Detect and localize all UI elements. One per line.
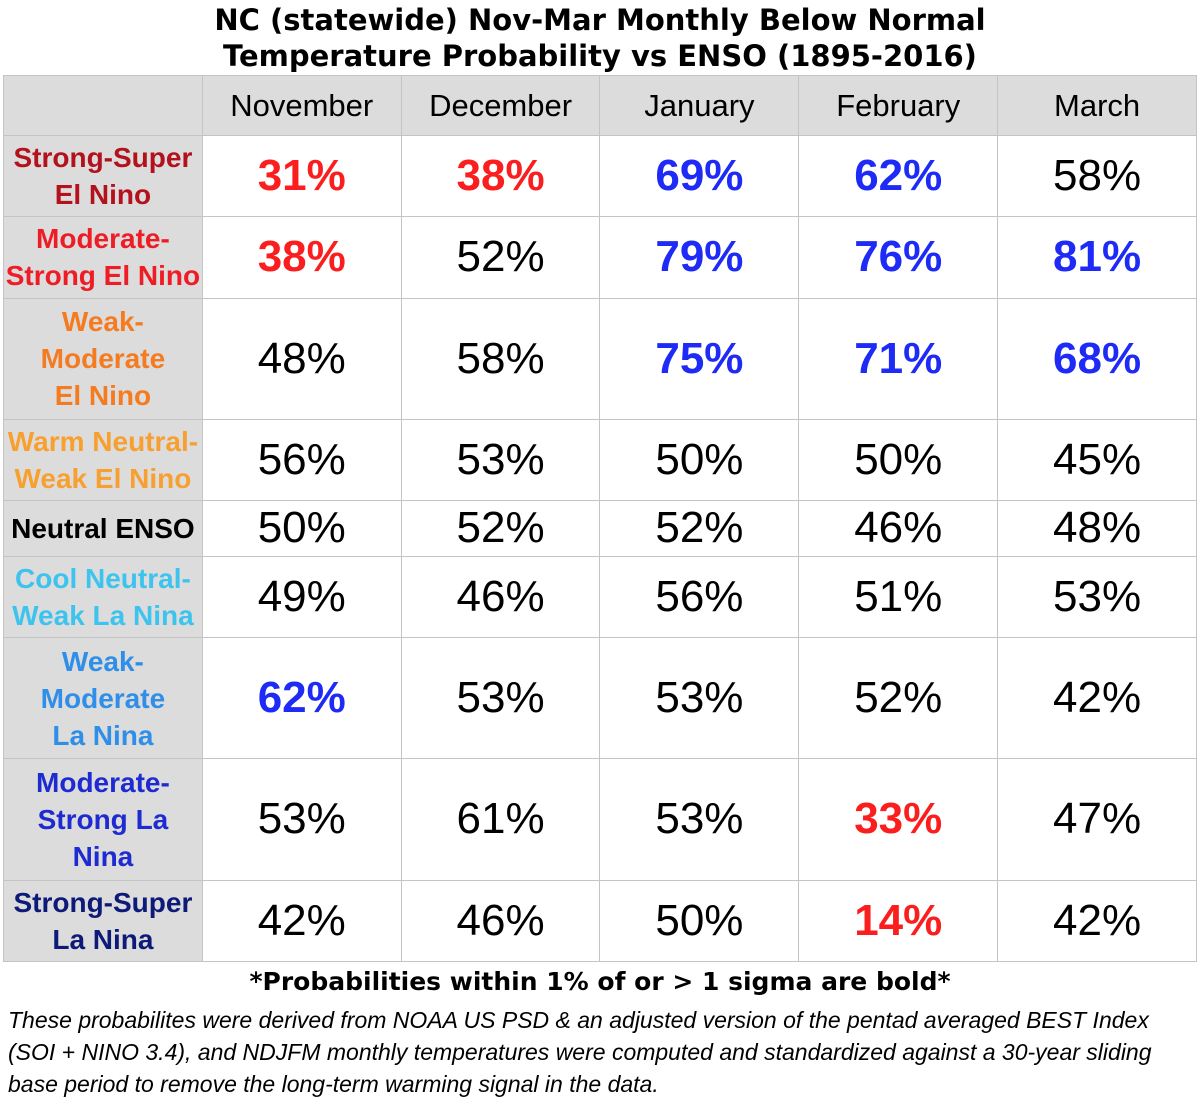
table-row: Strong-Super La Nina 42% 46% 50% 14% 42%: [3, 879, 1197, 963]
probability-table: November December January February March…: [3, 75, 1197, 963]
row-label-line: El Nino: [54, 179, 152, 211]
row-label: Cool Neutral- Weak La Nina: [3, 555, 203, 638]
table-row: Neutral ENSO 50% 52% 52% 46% 48%: [3, 500, 1197, 557]
value-cell-january: 52%: [599, 500, 800, 557]
value-cell-march: 48%: [997, 500, 1197, 557]
chart-title: NC (statewide) Nov-Mar Monthly Below Nor…: [0, 2, 1200, 74]
column-header-january: January: [599, 75, 800, 136]
method-notes: These probabilites were derived from NOA…: [8, 1007, 1152, 1097]
value-cell-january: 79%: [599, 216, 800, 299]
value-cell-january: 53%: [599, 758, 800, 881]
value-cell-november: 62%: [201, 636, 402, 760]
chart-title-line-2: Temperature Probability vs ENSO (1895-20…: [223, 39, 977, 73]
value-cell-february: 52%: [798, 636, 999, 760]
row-label-line: El Nino: [54, 380, 152, 412]
column-header-march: March: [997, 75, 1197, 136]
column-header-february: February: [798, 75, 999, 136]
value-cell-december: 52%: [400, 216, 601, 299]
value-cell-november: 53%: [201, 758, 402, 881]
value-cell-march: 58%: [997, 134, 1197, 218]
value-cell-november: 48%: [201, 297, 402, 421]
value-cell-january: 69%: [599, 134, 800, 218]
row-label: Moderate- Strong El Nino: [3, 216, 203, 299]
value-cell-december: 53%: [400, 636, 601, 760]
row-label: Strong-Super El Nino: [3, 134, 203, 218]
value-cell-march: 81%: [997, 216, 1197, 299]
row-label-line: Warm Neutral-: [7, 426, 199, 458]
value-cell-november: 50%: [201, 500, 402, 557]
value-cell-january: 53%: [599, 636, 800, 760]
table-body: Strong-Super El Nino 31% 38% 69% 62% 58% Modera…: [3, 134, 1197, 963]
row-label-line: Moderate-: [36, 766, 170, 798]
table-row: Warm Neutral- Weak El Nino 56% 53% 50% 50% 45%: [3, 418, 1197, 502]
row-label-line: Weak El Nino: [14, 463, 192, 495]
value-cell-february: 33%: [798, 758, 999, 881]
value-cell-february: 62%: [798, 134, 999, 218]
row-label-line: Strong El Nino: [5, 260, 201, 292]
value-cell-february: 14%: [798, 879, 999, 963]
value-cell-november: 31%: [201, 134, 402, 218]
row-label: Warm Neutral- Weak El Nino: [3, 418, 203, 502]
value-cell-march: 53%: [997, 555, 1197, 638]
header-row: November December January February March: [3, 75, 1197, 136]
corner-cell: [3, 75, 203, 136]
row-label-line: Weak-Moderate: [40, 645, 166, 714]
value-cell-january: 75%: [599, 297, 800, 421]
table-row: Weak-Moderate La Nina 62% 53% 53% 52% 42%: [3, 636, 1197, 760]
value-cell-march: 45%: [997, 418, 1197, 502]
value-cell-february: 71%: [798, 297, 999, 421]
row-label-line: Weak La Nina: [12, 599, 194, 631]
value-cell-february: 51%: [798, 555, 999, 638]
row-label: Weak-Moderate El Nino: [3, 297, 203, 421]
row-label: Moderate- Strong La Nina: [3, 758, 203, 881]
row-label-line: La Nina: [52, 923, 154, 955]
table-row: Weak-Moderate El Nino 48% 58% 75% 71% 68%: [3, 297, 1197, 421]
value-cell-january: 56%: [599, 555, 800, 638]
row-label-line: La Nina: [52, 719, 154, 751]
row-label: Neutral ENSO: [3, 500, 203, 557]
column-header-november: November: [201, 75, 402, 136]
value-cell-february: 46%: [798, 500, 999, 557]
row-label-line: Strong La Nina: [37, 803, 169, 872]
table-row: Moderate- Strong La Nina 53% 61% 53% 33% 47%: [3, 758, 1197, 881]
bold-footnote: *Probabilities within 1% of or > 1 sigma…: [249, 967, 951, 996]
value-cell-november: 56%: [201, 418, 402, 502]
value-cell-december: 58%: [400, 297, 601, 421]
table-row: Moderate- Strong El Nino 38% 52% 79% 76% 81%: [3, 216, 1197, 299]
value-cell-march: 42%: [997, 879, 1197, 963]
row-label: Strong-Super La Nina: [3, 879, 203, 963]
value-cell-january: 50%: [599, 879, 800, 963]
row-label-line: Strong-Super: [13, 886, 193, 918]
value-cell-february: 50%: [798, 418, 999, 502]
column-header-december: December: [400, 75, 601, 136]
value-cell-november: 38%: [201, 216, 402, 299]
value-cell-january: 50%: [599, 418, 800, 502]
row-label-line: Moderate-: [36, 223, 170, 255]
value-cell-march: 42%: [997, 636, 1197, 760]
table-row: Cool Neutral- Weak La Nina 49% 46% 56% 51% 53%: [3, 555, 1197, 638]
row-label-line: Cool Neutral-: [15, 562, 191, 594]
chart-title-line-1: NC (statewide) Nov-Mar Monthly Below Nor…: [214, 3, 986, 37]
value-cell-december: 52%: [400, 500, 601, 557]
value-cell-december: 53%: [400, 418, 601, 502]
value-cell-december: 46%: [400, 555, 601, 638]
row-label-line: Weak-Moderate: [40, 306, 166, 375]
value-cell-february: 76%: [798, 216, 999, 299]
row-label-line: Strong-Super: [13, 142, 193, 174]
value-cell-november: 42%: [201, 879, 402, 963]
table-row: Strong-Super El Nino 31% 38% 69% 62% 58%: [3, 134, 1197, 218]
value-cell-december: 61%: [400, 758, 601, 881]
value-cell-december: 46%: [400, 879, 601, 963]
value-cell-december: 38%: [400, 134, 601, 218]
row-label: Weak-Moderate La Nina: [3, 636, 203, 760]
value-cell-november: 49%: [201, 555, 402, 638]
row-label-line: Neutral ENSO: [11, 512, 195, 544]
value-cell-march: 47%: [997, 758, 1197, 881]
value-cell-march: 68%: [997, 297, 1197, 421]
